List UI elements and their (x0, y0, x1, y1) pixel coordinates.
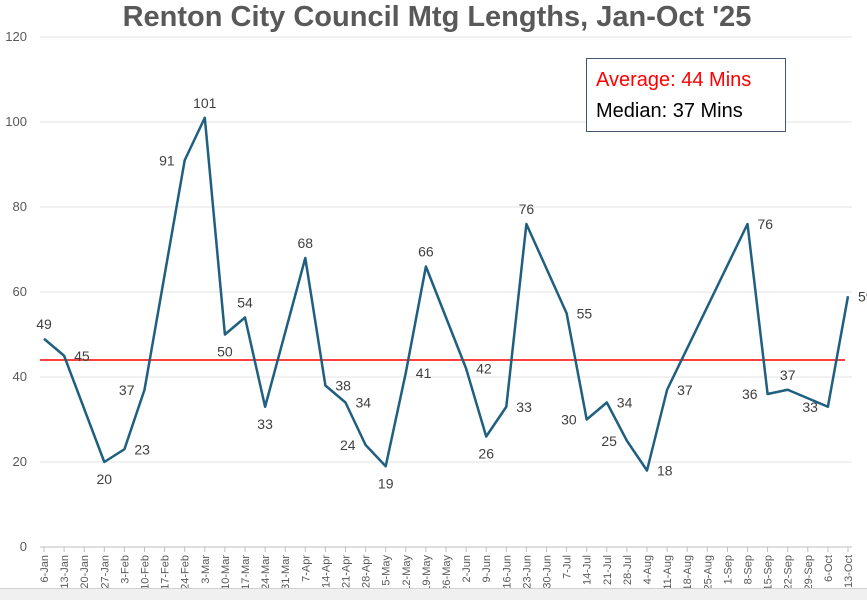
legend-median: Median: 37 Mins (596, 96, 785, 127)
x-tick-label: 14-Jul (582, 555, 594, 585)
x-tick-label: 7-Apr (300, 555, 312, 582)
legend-average: Average: 44 Mins (596, 65, 785, 96)
x-tick-label: 16-Jun (501, 555, 513, 589)
data-label: 68 (298, 235, 314, 251)
x-axis-ticks: 6-Jan 13-Jan 20-Jan 27-Jan 3-Feb 10-Feb 17-Feb… (39, 547, 855, 592)
x-tick-label: 2-Jun (461, 555, 473, 583)
x-tick-label: 13-Jan (59, 555, 71, 589)
x-tick-label: 9-Jun (481, 555, 493, 583)
x-tick-label: 15-Sep (763, 555, 775, 590)
data-label: 23 (134, 441, 150, 457)
x-tick-label: 30-Jun (542, 555, 554, 589)
y-tick-label: 120 (5, 29, 27, 44)
x-tick-label: 13-Oct (843, 555, 855, 588)
y-axis-ticks: 0 20 40 60 80 100 120 (5, 29, 27, 554)
data-label: 30 (561, 412, 577, 428)
data-label: 76 (758, 216, 774, 232)
x-tick-label: 27-Jan (99, 555, 111, 589)
y-tick-label: 100 (5, 114, 27, 129)
data-label: 42 (476, 361, 492, 377)
x-tick-label: 19-May (421, 555, 433, 592)
window-bottom-strip (0, 588, 867, 600)
x-tick-label: 22-Sep (783, 555, 795, 590)
x-tick-label: 8-Sep (743, 555, 755, 584)
x-tick-label: 1-Sep (722, 555, 734, 584)
data-label: 34 (356, 395, 372, 411)
data-label: 25 (601, 433, 617, 449)
y-tick-label: 20 (13, 454, 27, 469)
x-tick-label: 29-Sep (803, 555, 815, 590)
x-tick-label: 17-Feb (160, 555, 172, 590)
x-tick-label: 21-Jul (602, 555, 614, 585)
x-tick-label: 10-Feb (140, 555, 152, 590)
x-tick-label: 10-Mar (220, 555, 232, 590)
data-label: 37 (780, 367, 796, 383)
data-label: 50 (217, 344, 233, 360)
x-tick-label: 23-Jun (521, 555, 533, 589)
data-label: 19 (378, 475, 394, 491)
data-label: 20 (97, 471, 113, 487)
x-tick-label: 28-Apr (361, 555, 373, 588)
data-label: 41 (416, 365, 432, 381)
x-tick-label: 25-Aug (702, 555, 714, 590)
x-tick-label: 12-May (401, 555, 413, 592)
data-label: 38 (335, 378, 351, 394)
data-label: 36 (742, 386, 758, 402)
x-tick-label: 21-Apr (341, 555, 353, 588)
x-tick-label: 28-Jul (622, 555, 634, 585)
data-label: 26 (478, 446, 494, 462)
data-label: 91 (159, 152, 175, 168)
x-tick-label: 31-Mar (280, 555, 292, 590)
data-label: 54 (237, 295, 253, 311)
data-label: 49 (36, 316, 52, 332)
x-tick-label: 18-Aug (682, 555, 694, 590)
data-label: 33 (257, 416, 273, 432)
x-tick-label: 5-May (381, 555, 393, 586)
x-tick-label: 6-Jan (39, 555, 51, 583)
x-tick-label: 6-Oct (823, 555, 835, 582)
x-tick-label: 20-Jan (79, 555, 91, 589)
x-tick-label: 3-Mar (200, 555, 212, 584)
data-label: 45 (74, 348, 90, 364)
y-tick-label: 60 (13, 284, 27, 299)
data-label: 37 (677, 382, 693, 398)
series-line (44, 118, 848, 471)
y-tick-label: 40 (13, 369, 27, 384)
x-tick-label: 14-Apr (320, 555, 332, 588)
data-label: 34 (617, 395, 633, 411)
legend-box: Average: 44 Mins Median: 37 Mins (586, 58, 786, 132)
y-tick-label: 80 (13, 199, 27, 214)
data-label: 18 (657, 463, 673, 479)
data-label: 33 (516, 399, 532, 415)
x-tick-label: 3-Feb (119, 555, 131, 584)
data-label: 59 (858, 288, 867, 304)
x-tick-label: 17-Mar (240, 555, 252, 590)
data-label: 66 (418, 244, 434, 260)
x-tick-label: 4-Aug (642, 555, 654, 584)
data-label: 24 (340, 437, 356, 453)
data-label: 33 (802, 399, 818, 415)
data-label: 76 (519, 201, 535, 217)
x-tick-label: 24-Mar (260, 555, 272, 590)
chart-title: Renton City Council Mtg Lengths, Jan-Oct… (123, 1, 752, 33)
data-label: 55 (577, 305, 593, 321)
data-label: 101 (193, 95, 217, 111)
y-tick-label: 0 (20, 539, 27, 554)
x-tick-label: 24-Feb (180, 555, 192, 590)
x-tick-label: 26-May (441, 555, 453, 592)
x-tick-label: 7-Jul (562, 555, 574, 579)
x-tick-label: 11-Aug (662, 555, 674, 590)
data-label: 37 (119, 382, 135, 398)
